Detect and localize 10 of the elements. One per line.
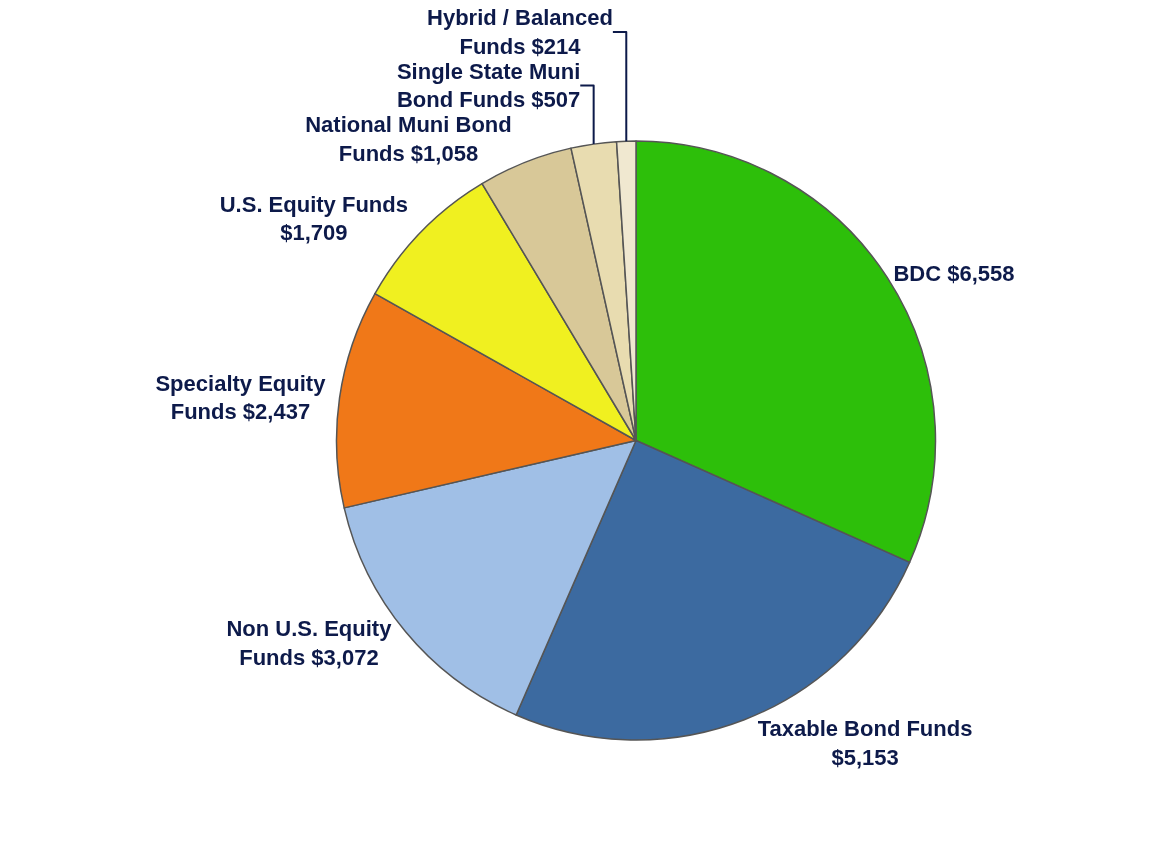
data-label: $5,153 — [831, 744, 899, 770]
slice-label: Hybrid / Balanced Funds $214 — [427, 5, 613, 59]
slice-label: Specialty Equity Funds $2,437 — [155, 370, 327, 425]
slice-label: Single State Muni Bond Funds $507 — [396, 58, 581, 113]
slice-label: U.S. Equity Funds — [219, 191, 408, 217]
slice-label: Non U.S. Equity Funds $3,072 — [226, 615, 393, 670]
slice-label: Taxable Bond Funds — [757, 716, 973, 742]
slice-label: BDC $6,558 — [893, 261, 1015, 287]
slice-label: National Muni Bond Funds $1,058 — [305, 112, 512, 166]
data-label: $1,709 — [280, 220, 348, 246]
